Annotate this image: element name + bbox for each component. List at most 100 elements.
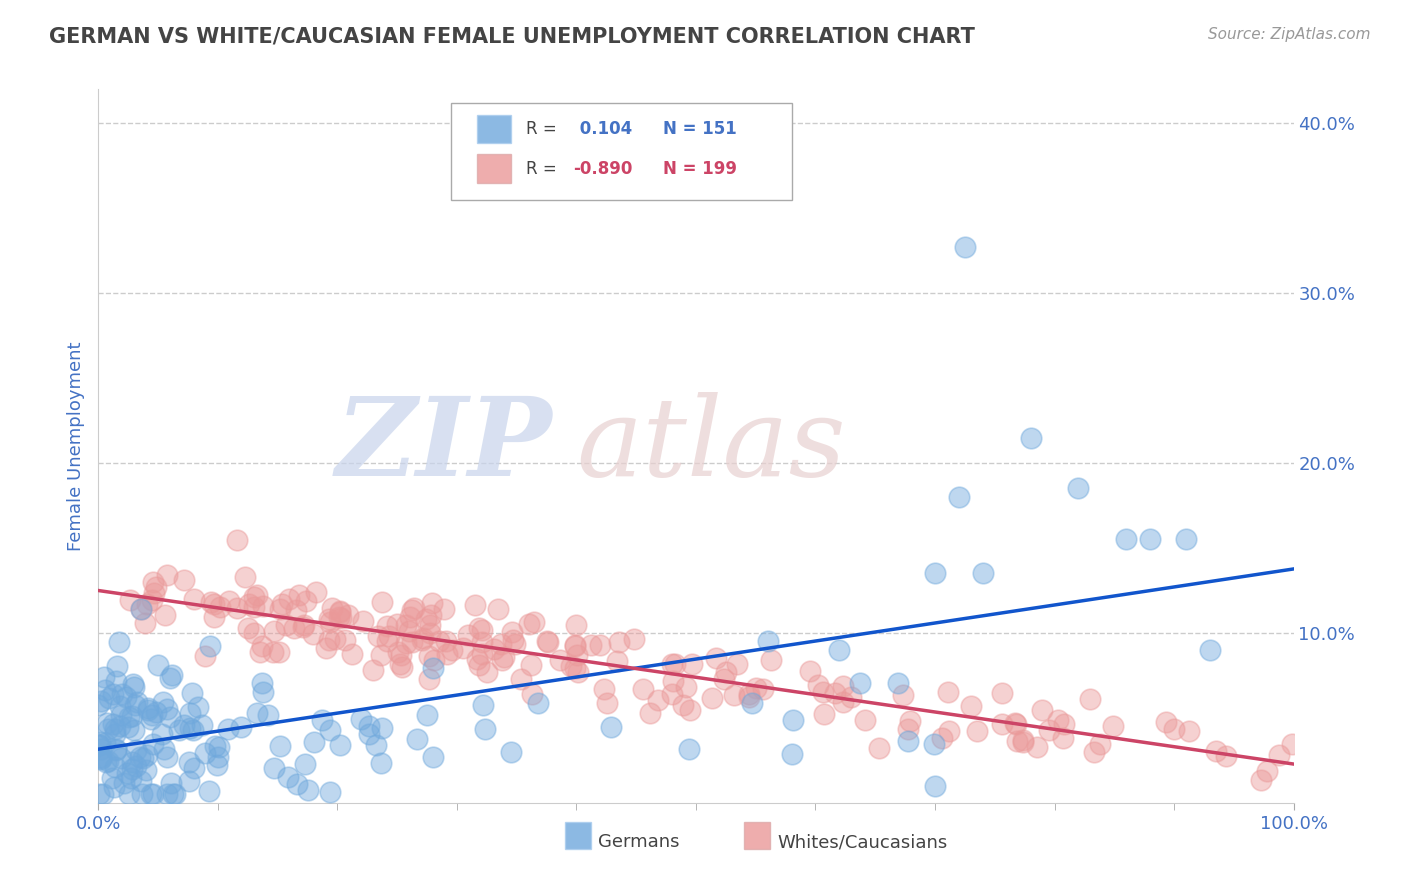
Point [252, 685, 274, 699]
Text: Source: ZipAtlas.com: Source: ZipAtlas.com [1208, 27, 1371, 42]
Point [1139, 533, 1161, 547]
Text: R =: R = [526, 160, 562, 178]
Point [246, 589, 269, 603]
Point [661, 687, 683, 701]
Point [297, 782, 319, 797]
Text: N = 151: N = 151 [664, 120, 737, 138]
Point [340, 647, 363, 661]
Point [208, 599, 231, 614]
Point [91, 787, 114, 801]
Point [467, 621, 489, 635]
Point [294, 618, 316, 632]
Point [370, 756, 392, 771]
Point [318, 612, 340, 626]
Point [953, 240, 976, 254]
Point [263, 624, 285, 639]
Point [468, 658, 491, 673]
Point [422, 653, 444, 667]
Point [302, 735, 325, 749]
Point [198, 640, 221, 654]
Point [527, 696, 550, 710]
Point [101, 771, 124, 785]
Point [1154, 714, 1177, 729]
Point [243, 600, 266, 615]
Point [262, 645, 284, 659]
Point [782, 714, 804, 728]
Point [150, 727, 173, 741]
Point [1005, 734, 1028, 748]
Point [924, 566, 946, 581]
Point [433, 601, 456, 615]
Point [89, 742, 111, 756]
Point [167, 723, 190, 738]
Point [375, 634, 398, 648]
Point [936, 685, 959, 699]
Point [440, 642, 463, 657]
Point [108, 634, 131, 648]
Point [337, 607, 360, 622]
Point [832, 679, 855, 693]
Point [824, 686, 846, 700]
Point [162, 787, 184, 801]
Point [422, 661, 444, 675]
Point [633, 681, 655, 696]
Point [924, 779, 946, 793]
Point [389, 648, 412, 662]
Point [738, 690, 761, 704]
Point [318, 632, 340, 647]
Point [104, 726, 127, 740]
Point [328, 610, 350, 624]
Point [661, 657, 683, 671]
Point [359, 727, 381, 741]
Point [136, 747, 159, 762]
Point [471, 635, 494, 649]
Point [713, 672, 735, 686]
Point [330, 611, 353, 625]
FancyBboxPatch shape [565, 822, 591, 849]
Point [138, 700, 160, 714]
Point [427, 633, 450, 648]
Point [849, 676, 872, 690]
Point [131, 787, 153, 801]
Point [702, 690, 724, 705]
Point [402, 601, 425, 615]
Point [249, 645, 271, 659]
Point [112, 775, 135, 789]
Point [250, 675, 273, 690]
Point [124, 743, 146, 757]
Point [278, 591, 301, 606]
Point [387, 645, 409, 659]
Point [118, 787, 141, 801]
Point [411, 633, 433, 648]
Point [502, 632, 524, 647]
Point [104, 742, 127, 756]
Point [419, 626, 441, 640]
Point [191, 718, 214, 732]
Point [492, 649, 515, 664]
Point [1178, 724, 1201, 739]
Point [1019, 430, 1042, 444]
Point [1005, 717, 1028, 731]
Point [181, 686, 204, 700]
Point [922, 737, 945, 751]
Point [101, 687, 124, 701]
Point [1052, 731, 1074, 745]
Point [948, 490, 970, 504]
Point [647, 693, 669, 707]
Point [177, 755, 200, 769]
Point [503, 637, 526, 651]
Text: GERMAN VS WHITE/CAUCASIAN FEMALE UNEMPLOYMENT CORRELATION CHART: GERMAN VS WHITE/CAUCASIAN FEMALE UNEMPLO… [49, 27, 976, 46]
Point [94, 736, 117, 750]
Point [1256, 764, 1278, 778]
Point [141, 593, 163, 607]
Point [1268, 747, 1291, 762]
Point [564, 661, 586, 675]
Point [567, 665, 589, 679]
Point [780, 747, 803, 761]
Point [122, 723, 145, 737]
Point [104, 722, 127, 736]
Point [233, 570, 256, 584]
Point [269, 739, 291, 753]
Point [741, 697, 763, 711]
Point [257, 707, 280, 722]
